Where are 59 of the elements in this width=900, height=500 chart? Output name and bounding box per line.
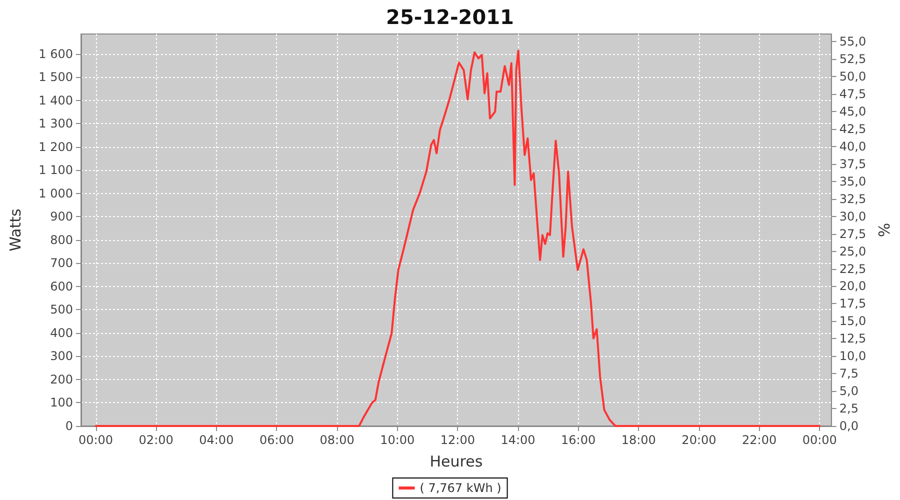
y2-tick-label: 5,0: [839, 384, 858, 398]
y-tick-label: 1 200: [38, 140, 73, 154]
y2-tick-label: 20,0: [839, 279, 866, 294]
y-tick-label: 100: [50, 396, 73, 410]
y2-tick-label: 40,0: [839, 140, 866, 154]
x-tick-label: 18:00: [621, 433, 656, 447]
y2-tick-label: 30,0: [839, 209, 866, 224]
x-tick-label: 20:00: [682, 433, 716, 447]
y-tick-label: 1 600: [38, 46, 73, 61]
y2-tick-label: 32,5: [839, 192, 866, 206]
y2-tick-label: 37,5: [839, 156, 866, 171]
x-tick-label: 16:00: [561, 433, 596, 447]
y2-tick-label: 52,5: [839, 52, 866, 66]
legend-label: ( 7,767 kWh ): [420, 481, 502, 495]
y2-tick-label: 7,5: [839, 366, 858, 381]
y2-tick-label: 17,5: [839, 296, 866, 311]
y2-tick-label: 35,0: [839, 174, 866, 188]
x-tick-label: 10:00: [380, 433, 415, 447]
x-axis-title: Heures: [430, 452, 483, 470]
y2-tick-label: 10,0: [839, 349, 866, 364]
x-tick-label: 04:00: [199, 433, 234, 447]
y-tick-label: 1 500: [38, 70, 73, 84]
line-series: [94, 50, 821, 427]
y-tick-label: 300: [50, 349, 73, 364]
x-tick-label: 22:00: [742, 433, 777, 447]
x-tick-label: 08:00: [320, 433, 354, 447]
y2-tick-label: 0,0: [839, 419, 858, 433]
y2-tick-label: 2,5: [839, 402, 858, 416]
y-tick-label: 700: [50, 256, 73, 270]
y2-tick-label: 45,0: [839, 104, 866, 119]
y-tick-label: 1 000: [38, 186, 73, 200]
y-tick-label: 800: [50, 233, 73, 247]
y2-tick-label: 27,5: [839, 226, 866, 241]
x-tick-label: 00:00: [802, 433, 837, 447]
y-tick-label: 1 300: [38, 116, 73, 131]
y-axis-title: Watts: [6, 208, 24, 252]
y2-tick-label: 55,0: [839, 34, 866, 49]
y2-tick-label: 25,0: [839, 244, 866, 258]
y2-tick-label: 15,0: [839, 314, 866, 328]
y-tick-label: 500: [50, 302, 73, 317]
x-tick-label: 12:00: [440, 433, 475, 447]
x-tick-label: 00:00: [78, 433, 114, 447]
x-tick-label: 14:00: [500, 433, 536, 447]
y-tick-label: 1 400: [38, 93, 73, 108]
y2-tick-label: 22,5: [839, 262, 866, 276]
chart-title: 25-12-2011: [386, 5, 514, 29]
y2-axis-title: %: [876, 222, 894, 238]
y2-tick-label: 47,5: [839, 87, 866, 102]
y-tick-label: 400: [50, 326, 73, 340]
y-tick-label: 200: [50, 372, 73, 386]
y2-tick-label: 12,5: [839, 332, 866, 346]
x-tick-label: 06:00: [259, 433, 294, 447]
y-tick-label: 600: [50, 280, 73, 294]
y-tick-label: 0: [65, 419, 73, 433]
y-tick-label: 900: [50, 210, 73, 224]
x-tick-label: 02:00: [138, 433, 174, 447]
y2-tick-label: 50,0: [839, 70, 866, 84]
y-tick-label: 1 100: [38, 163, 73, 178]
y2-tick-label: 42,5: [839, 122, 866, 136]
